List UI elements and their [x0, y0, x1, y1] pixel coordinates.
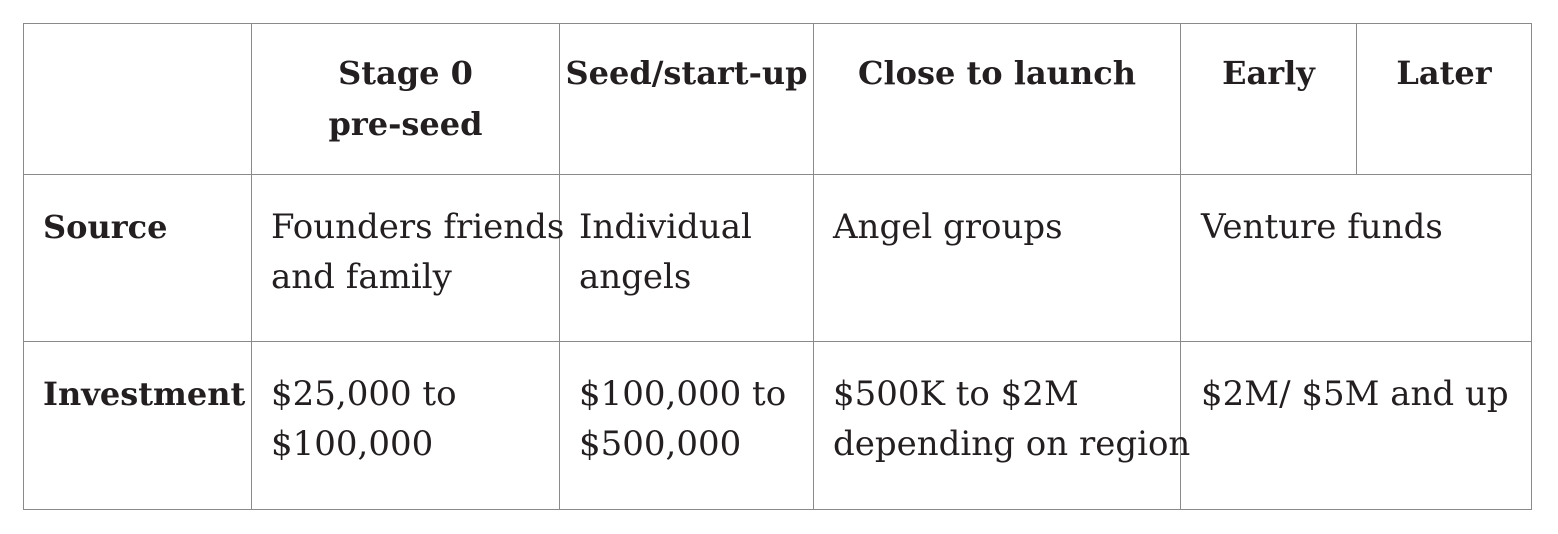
- header-row: Stage 0 pre-seed Seed/start-up Close to …: [23, 23, 1532, 175]
- source-stage-0-line2: and family: [271, 257, 452, 297]
- investment-stage-0-line2: $100,000: [271, 424, 434, 464]
- header-close-label: Close to launch: [858, 54, 1136, 92]
- corner-cell: [23, 23, 252, 175]
- header-later-label: Later: [1396, 54, 1492, 92]
- investment-row-label: Investment: [23, 341, 252, 510]
- header-early-label: Early: [1222, 54, 1315, 92]
- investment-close-line1: $500K to $2M: [833, 374, 1079, 414]
- investment-venture: $2M/ $5M and up: [1180, 341, 1532, 510]
- investment-stage-0: $25,000 to $100,000: [251, 341, 560, 510]
- source-stage-0-line1: Founders friends: [271, 207, 565, 247]
- source-close-label: Angel groups: [833, 207, 1063, 247]
- header-stage-0-line2: pre-seed: [328, 105, 483, 143]
- header-stage-0: Stage 0 pre-seed: [251, 23, 560, 175]
- investment-seed-line1: $100,000 to: [579, 374, 787, 414]
- source-close-to-launch: Angel groups: [813, 174, 1181, 342]
- source-label: Source: [43, 208, 168, 246]
- source-seed-line1: Individual: [579, 207, 752, 247]
- investment-label: Investment: [43, 375, 246, 413]
- source-row: Source Founders friends and family Indiv…: [23, 174, 1532, 342]
- source-venture-label: Venture funds: [1201, 207, 1443, 247]
- header-seed-label: Seed/start-up: [565, 54, 808, 92]
- investment-close-to-launch: $500K to $2M depending on region: [813, 341, 1191, 510]
- investment-seed-line2: $500,000: [579, 424, 742, 464]
- investment-stage-0-line1: $25,000 to: [271, 374, 457, 414]
- investment-venture-label: $2M/ $5M and up: [1201, 374, 1509, 414]
- header-seed: Seed/start-up: [559, 23, 814, 175]
- source-row-label: Source: [23, 174, 252, 342]
- investment-seed: $100,000 to $500,000: [559, 341, 814, 510]
- investment-close-line2: depending on region: [833, 424, 1191, 464]
- header-close-to-launch: Close to launch: [813, 23, 1181, 175]
- header-early: Early: [1180, 23, 1357, 175]
- source-seed: Individual angels: [559, 174, 814, 342]
- investment-row: Investment $25,000 to $100,000 $100,000 …: [23, 341, 1532, 510]
- header-later: Later: [1356, 23, 1532, 175]
- source-stage-0: Founders friends and family: [251, 174, 565, 342]
- source-venture: Venture funds: [1180, 174, 1532, 342]
- source-seed-line2: angels: [579, 257, 692, 297]
- header-stage-0-line1: Stage 0: [338, 54, 473, 92]
- funding-stages-table: Stage 0 pre-seed Seed/start-up Close to …: [23, 23, 1532, 510]
